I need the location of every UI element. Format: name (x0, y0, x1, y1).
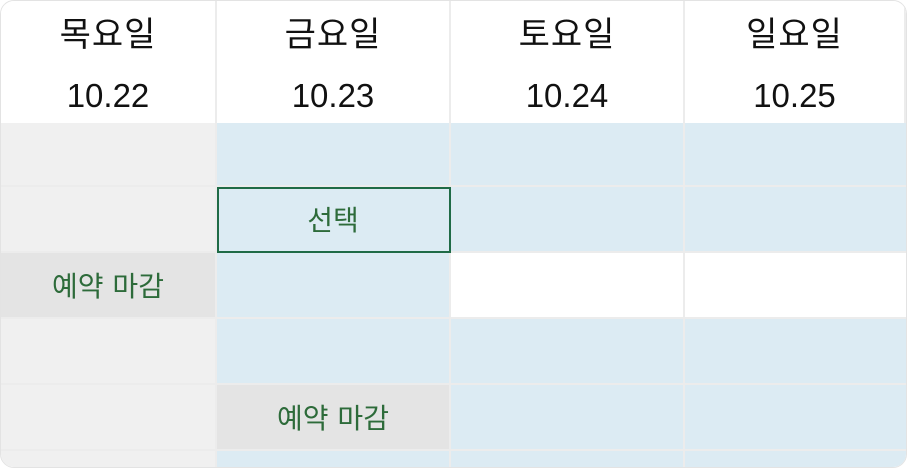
time-slot-available[interactable] (685, 385, 906, 451)
time-slot-available[interactable] (685, 123, 906, 187)
time-slot-selected[interactable]: 선택 (217, 187, 451, 253)
time-slot-available[interactable] (685, 319, 906, 385)
time-slot-available[interactable] (451, 451, 685, 467)
day-header-fri: 금요일 10.23 (217, 1, 451, 123)
closed-label: 예약 마감 (52, 270, 164, 303)
day-date: 10.22 (66, 77, 150, 114)
time-slot-available[interactable] (451, 187, 685, 253)
day-header-thu: 목요일 10.22 (1, 1, 217, 123)
time-slot-past (1, 319, 217, 385)
time-slot-past (1, 123, 217, 187)
time-slot-available[interactable] (451, 385, 685, 451)
day-date: 10.24 (525, 77, 609, 114)
closed-label: 예약 마감 (277, 402, 389, 435)
time-slot-past (1, 187, 217, 253)
time-slot-available[interactable] (451, 319, 685, 385)
day-header-sat: 토요일 10.24 (451, 1, 685, 123)
day-name: 토요일 (518, 15, 616, 55)
time-slot-available[interactable] (217, 451, 451, 467)
time-slot-available[interactable] (217, 253, 451, 319)
time-slot-closed: 예약 마감 (1, 253, 217, 319)
time-slot-available[interactable] (451, 123, 685, 187)
day-header-sun: 일요일 10.25 (685, 1, 906, 123)
time-slot-available[interactable] (685, 187, 906, 253)
time-slot-available[interactable] (217, 319, 451, 385)
time-slot-empty (685, 253, 906, 319)
time-slot-past (1, 385, 217, 451)
time-slot-past (1, 451, 217, 467)
time-slot-empty (451, 253, 685, 319)
day-name: 목요일 (59, 15, 157, 55)
day-date: 10.23 (291, 77, 375, 114)
day-name: 금요일 (284, 15, 382, 55)
time-slot-available[interactable] (685, 451, 906, 467)
day-name: 일요일 (746, 15, 843, 55)
day-date: 10.25 (753, 77, 836, 114)
time-slot-closed: 예약 마감 (217, 385, 451, 451)
time-slot-available[interactable] (217, 123, 451, 187)
selected-label: 선택 (307, 204, 359, 237)
